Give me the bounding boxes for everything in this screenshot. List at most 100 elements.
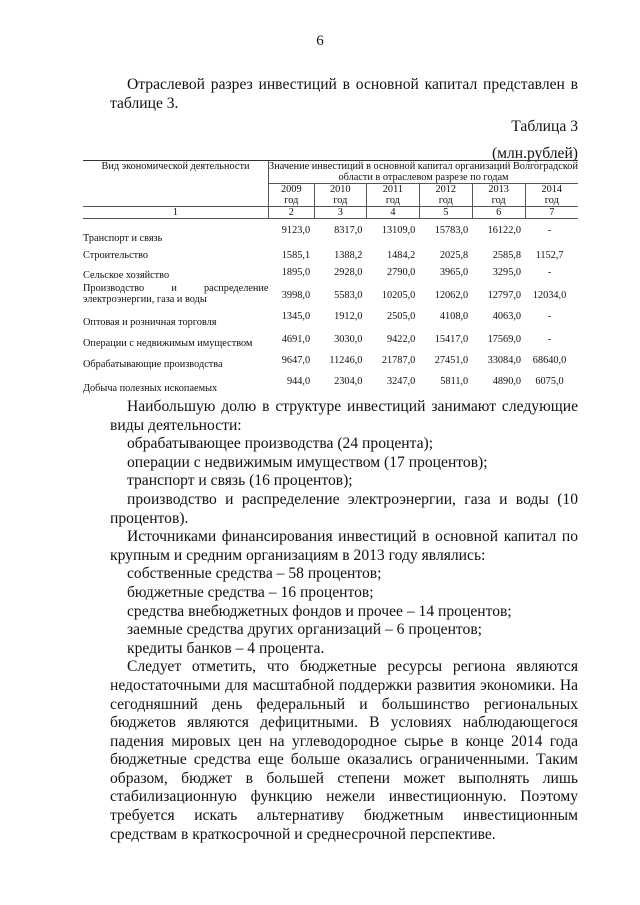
cell-value: 16122,0 xyxy=(487,225,522,236)
cell-value: 5583,0 xyxy=(334,290,363,301)
cell-value: 4691,0 xyxy=(281,333,311,345)
cell-value: 68640,0 xyxy=(532,354,567,366)
col-header-group: Значение инвестиций в основной капитал о… xyxy=(268,160,578,184)
year-header: 2013 год xyxy=(471,183,526,207)
activity-name: Производство и распределение электроэнер… xyxy=(83,282,269,305)
year-suffix: год xyxy=(544,195,559,206)
cell-value: 1484,2 xyxy=(387,249,416,261)
cell-value: 15417,0 xyxy=(434,333,469,345)
activity-name: Сельское хозяйство xyxy=(83,269,170,281)
year-suffix: год xyxy=(333,195,348,206)
list-item: обрабатывающее производства (24 процента… xyxy=(127,435,434,453)
cell-value: - xyxy=(547,225,552,236)
cell-value: 5811,0 xyxy=(440,375,469,387)
cell-value: 2505,0 xyxy=(387,310,416,322)
table-units: (млн.рублей) xyxy=(491,145,578,162)
cell-value: 1912,0 xyxy=(334,310,363,322)
list-item: средства внебюджетных фондов и прочее – … xyxy=(127,602,512,620)
table-row: Обрабатывающие производства 9647,0 11246,0… xyxy=(83,349,578,370)
cell-value: - xyxy=(547,310,552,322)
list-item: производство и распределение электроэнер… xyxy=(110,490,578,527)
year-header: 2011 год xyxy=(365,183,420,207)
cell-value: 11246,0 xyxy=(329,354,363,366)
cell-value: 13109,0 xyxy=(381,225,416,236)
list-item: собственные средства – 58 процентов; xyxy=(127,565,382,583)
cell-value: 6075,0 xyxy=(535,375,564,387)
list-item: заемные средства других организаций – 6 … xyxy=(127,621,483,639)
year: 2012 xyxy=(435,184,457,195)
cell-value: - xyxy=(547,266,552,278)
investment-table: Вид экономической деятельности Значение … xyxy=(83,160,578,394)
cell-value: 2025,8 xyxy=(439,249,469,261)
table-row: Добыча полезных ископаемых 944,0 2304,0 324… xyxy=(83,370,578,394)
page-number: 6 xyxy=(316,33,324,49)
year-header: 2012 год xyxy=(418,183,473,207)
cell-value: 2585,8 xyxy=(492,249,522,261)
cell-value: 2790,0 xyxy=(387,266,416,278)
table-row: Операции с недвижимым имуществом 4691,0 30… xyxy=(83,328,578,349)
cell-value: 12034,0 xyxy=(532,290,567,301)
table-row: Оптовая и розничная торговля 1345,0 1912,0… xyxy=(83,305,578,328)
body-paragraph: Источниками финансирования инвестиций в … xyxy=(110,528,578,564)
cell-value: 21787,0 xyxy=(381,354,416,366)
year: 2010 xyxy=(329,184,351,195)
cell-value: 10205,0 xyxy=(381,290,416,301)
cell-value: 9647,0 xyxy=(281,354,311,366)
column-number: 1 xyxy=(83,206,269,219)
year-header: 2010 год xyxy=(313,183,367,207)
activity-name: Оптовая и розничная торговля xyxy=(83,316,217,328)
year-suffix: год xyxy=(491,195,506,206)
cell-value: 4890,0 xyxy=(492,375,522,387)
cell-value: 27451,0 xyxy=(434,354,469,366)
body-paragraph: Следует отметить, что бюджетные ресурсы … xyxy=(110,658,578,843)
year: 2013 xyxy=(488,184,509,195)
cell-value: 4108,0 xyxy=(439,310,469,322)
column-number: 3 xyxy=(313,206,367,219)
list-item: операции с недвижимым имуществом (17 про… xyxy=(127,453,488,471)
year-header: 2014 год xyxy=(524,183,578,207)
cell-value: 3247,0 xyxy=(387,375,416,387)
cell-value: 33084,0 xyxy=(487,354,522,366)
activity-name: Транспорт и связь xyxy=(83,232,163,244)
year-suffix: год xyxy=(284,195,299,206)
body-paragraph: Наибольшую долю в структуре инвестиций з… xyxy=(110,398,578,434)
table-row: Транспорт и связь 9123,0 8317,0 13109,0 1578… xyxy=(83,219,578,244)
year: 2009 xyxy=(281,184,302,195)
cell-value: 17569,0 xyxy=(487,333,522,345)
activity-name: Добыча полезных ископаемых xyxy=(83,382,218,394)
cell-value: 12062,0 xyxy=(434,290,469,301)
list-item: транспорт и связь (16 процентов); xyxy=(127,472,353,490)
cell-value: 1388,2 xyxy=(334,249,363,261)
activity-name: Обрабатывающие производства xyxy=(83,358,223,370)
list-item: кредиты банков – 4 процента. xyxy=(127,639,325,657)
body-text: Наибольшую долю в структуре инвестиций з… xyxy=(110,398,578,844)
cell-value: - xyxy=(547,333,552,345)
cell-value: 12797,0 xyxy=(487,290,522,301)
column-number: 6 xyxy=(471,206,526,219)
cell-value: 2928,0 xyxy=(334,266,363,278)
cell-value: 1895,0 xyxy=(281,266,311,278)
cell-value: 1152,7 xyxy=(535,249,564,261)
list-item: бюджетные средства – 16 процентов; xyxy=(127,583,374,601)
cell-value: 4063,0 xyxy=(492,310,522,322)
year: 2011 xyxy=(382,184,403,195)
column-number: 7 xyxy=(524,206,578,219)
cell-value: 8317,0 xyxy=(334,225,363,236)
column-number: 5 xyxy=(418,206,473,219)
table-row: Производство и распределение электроэнер… xyxy=(83,281,578,305)
cell-value: 2304,0 xyxy=(334,375,363,387)
cell-value: 3030,0 xyxy=(334,333,363,345)
cell-value: 9422,0 xyxy=(387,333,416,345)
cell-value: 1345,0 xyxy=(281,310,311,322)
cell-value: 1585,1 xyxy=(281,249,311,261)
col-header-activity: Вид экономической деятельности xyxy=(83,160,269,207)
intro-paragraph: Отраслевой разрез инвестиций в основной … xyxy=(110,76,578,112)
activity-name: Операции с недвижимым имуществом xyxy=(83,337,253,349)
column-number: 4 xyxy=(365,206,420,219)
cell-value: 944,0 xyxy=(286,375,311,387)
cell-value: 3965,0 xyxy=(439,266,469,278)
year-header: 2009 год xyxy=(268,183,315,207)
cell-value: 9123,0 xyxy=(281,225,311,236)
year: 2014 xyxy=(541,184,563,195)
table-row: Строительство 1585,1 1388,2 1484,2 2025,8 258… xyxy=(83,244,578,261)
